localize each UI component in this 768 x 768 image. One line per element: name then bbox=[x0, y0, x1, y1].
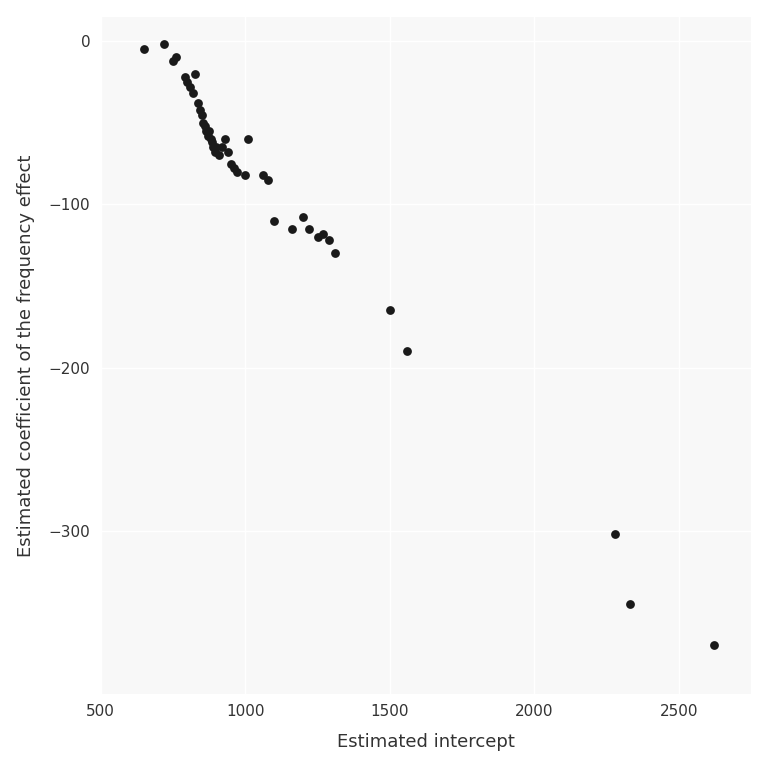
Point bbox=[204, 133, 217, 145]
Point bbox=[257, 169, 269, 181]
X-axis label: Estimated intercept: Estimated intercept bbox=[337, 733, 515, 751]
Point bbox=[227, 162, 240, 174]
Point bbox=[384, 304, 396, 316]
Point bbox=[207, 141, 220, 154]
Point bbox=[268, 214, 280, 227]
Point bbox=[609, 528, 621, 540]
Point bbox=[209, 146, 221, 158]
Point bbox=[230, 166, 243, 178]
Point bbox=[214, 149, 226, 161]
Point bbox=[323, 234, 336, 247]
Point bbox=[401, 345, 413, 357]
Point bbox=[225, 157, 237, 170]
Point bbox=[167, 55, 179, 67]
Point bbox=[222, 146, 234, 158]
Point bbox=[199, 120, 211, 132]
Point bbox=[216, 141, 228, 154]
Point bbox=[219, 133, 231, 145]
Point bbox=[329, 247, 341, 260]
Point bbox=[178, 71, 190, 83]
Point bbox=[194, 104, 207, 116]
Point bbox=[187, 88, 200, 100]
Point bbox=[239, 169, 251, 181]
Point bbox=[286, 223, 298, 235]
Point bbox=[196, 108, 208, 121]
Point bbox=[170, 51, 182, 64]
Point bbox=[138, 43, 151, 55]
Point bbox=[303, 223, 315, 235]
Point bbox=[206, 136, 218, 148]
Point bbox=[297, 211, 310, 223]
Point bbox=[624, 598, 636, 611]
Point bbox=[203, 124, 215, 137]
Point bbox=[189, 68, 201, 80]
Point bbox=[158, 38, 170, 51]
Point bbox=[191, 97, 204, 109]
Point bbox=[201, 130, 214, 142]
Point bbox=[210, 141, 223, 154]
Y-axis label: Estimated coefficient of the frequency effect: Estimated coefficient of the frequency e… bbox=[17, 154, 35, 557]
Point bbox=[200, 124, 213, 137]
Point bbox=[312, 231, 324, 243]
Point bbox=[184, 81, 197, 93]
Point bbox=[242, 133, 254, 145]
Point bbox=[197, 117, 210, 129]
Point bbox=[181, 76, 194, 88]
Point bbox=[317, 227, 329, 240]
Point bbox=[263, 174, 275, 186]
Point bbox=[707, 639, 720, 651]
